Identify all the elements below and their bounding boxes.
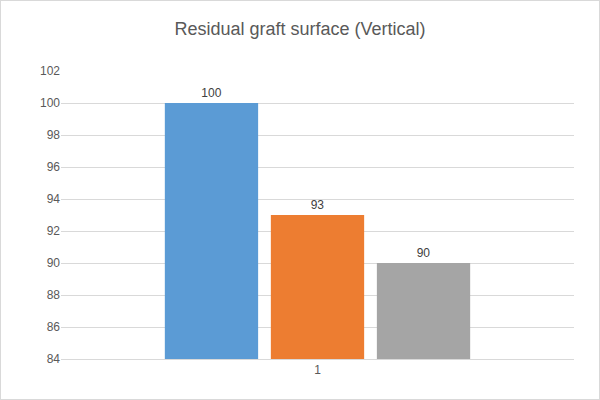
- svg-text:93: 93: [311, 198, 325, 212]
- svg-text:98: 98: [47, 128, 61, 142]
- svg-text:100: 100: [201, 86, 221, 100]
- svg-text:1: 1: [314, 363, 321, 377]
- svg-text:96: 96: [47, 160, 61, 174]
- svg-text:Residual graft surface (Vertic: Residual graft surface (Vertical): [174, 19, 425, 39]
- svg-text:100: 100: [40, 96, 60, 110]
- svg-text:88: 88: [47, 288, 61, 302]
- svg-text:94: 94: [47, 192, 61, 206]
- svg-text:84: 84: [47, 352, 61, 366]
- svg-text:90: 90: [47, 256, 61, 270]
- svg-text:90: 90: [417, 246, 431, 260]
- svg-text:86: 86: [47, 320, 61, 334]
- svg-text:92: 92: [47, 224, 61, 238]
- svg-text:102: 102: [40, 64, 60, 78]
